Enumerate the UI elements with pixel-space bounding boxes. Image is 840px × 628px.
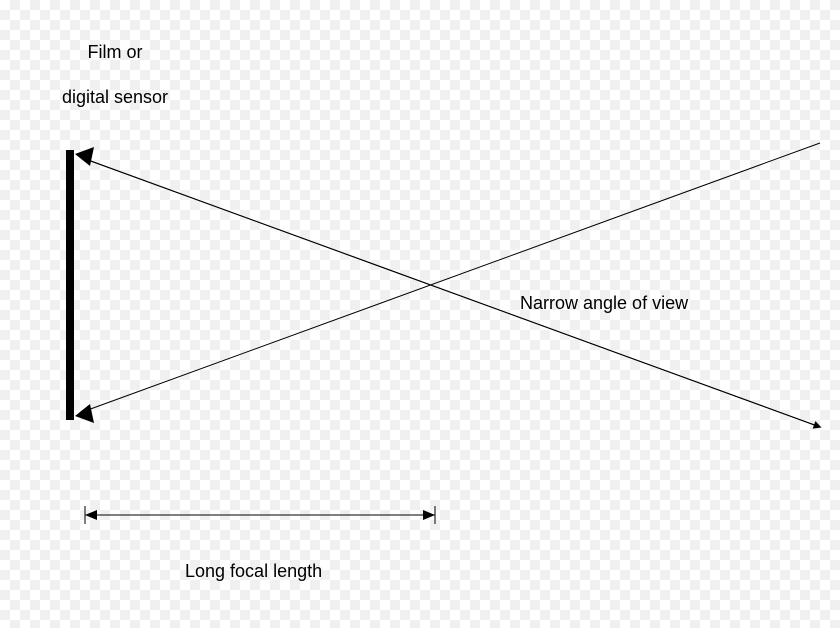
arrowhead-bottom <box>75 404 94 423</box>
ray-bottom <box>85 143 820 411</box>
label-focal: Long focal length <box>185 560 322 583</box>
focal-span-arrow-left <box>85 510 97 520</box>
label-sensor-line1: Film or <box>88 42 143 62</box>
ray-top <box>85 159 820 427</box>
arrowhead-top <box>75 147 94 166</box>
label-angle: Narrow angle of view <box>520 292 688 315</box>
label-sensor-line2: digital sensor <box>62 87 168 107</box>
focal-span-arrow-right <box>423 510 435 520</box>
label-sensor: Film or digital sensor <box>50 18 170 108</box>
